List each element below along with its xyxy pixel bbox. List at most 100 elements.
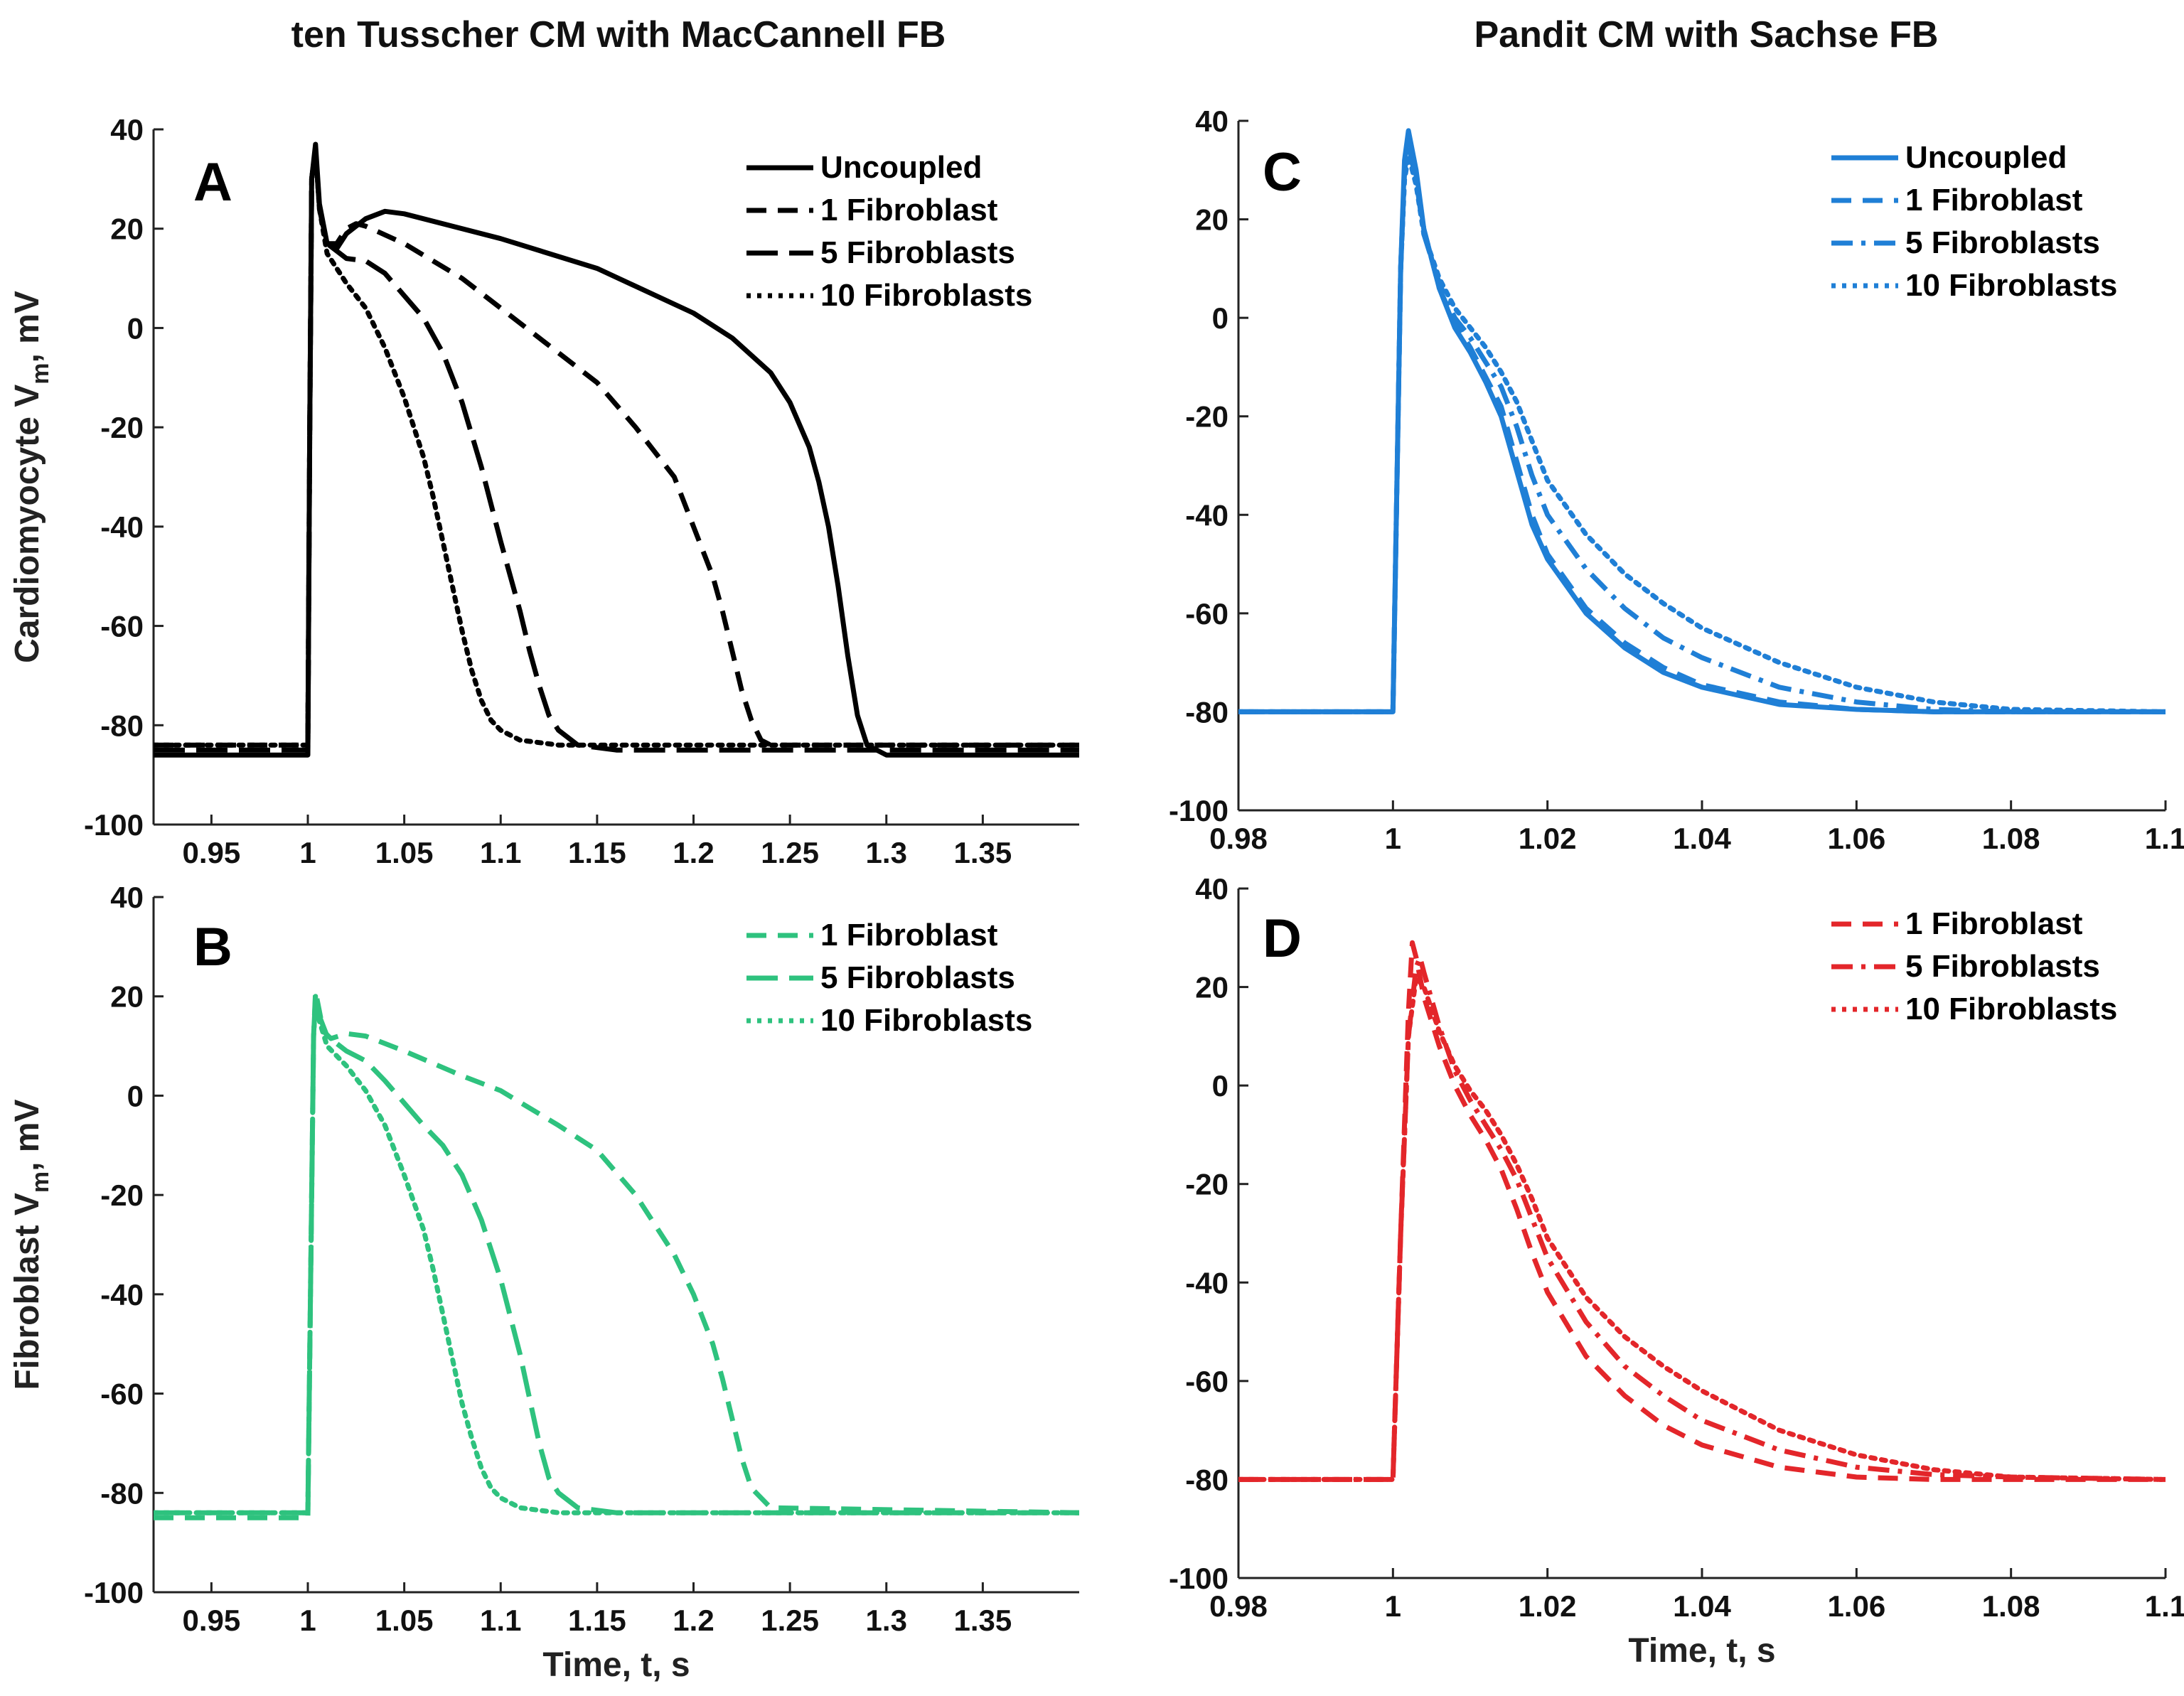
x-tick-label: 1.3	[866, 836, 907, 869]
y-axis-label-main: Cardiomyocyte V	[9, 385, 46, 663]
y-tick-label: -40	[100, 510, 144, 544]
series-line-0	[1238, 940, 2166, 1482]
legend-label: 10 Fibroblasts	[820, 1003, 1032, 1038]
y-axis-label-unit: , mV	[9, 291, 46, 363]
x-tick-label: 1.06	[1827, 822, 1885, 855]
series-group	[154, 141, 1079, 758]
y-tick-label: 40	[1195, 872, 1228, 906]
x-tick-label: 1.08	[1982, 1589, 2040, 1623]
y-tick-label: 0	[1212, 301, 1228, 335]
y-tick-label: -80	[100, 709, 144, 742]
y-tick-label: -60	[1185, 597, 1228, 630]
legend-label: 10 Fibroblasts	[1905, 992, 2117, 1026]
series-line-0	[1238, 128, 2166, 714]
legend-label: 1 Fibroblast	[1905, 183, 2083, 218]
legend-label: 1 Fibroblast	[820, 193, 998, 227]
series-line-2	[154, 999, 1079, 1515]
y-tick-label: -20	[1185, 400, 1228, 434]
x-tick-label: 1.3	[866, 1604, 907, 1637]
y-tick-label: -40	[1185, 1266, 1228, 1299]
y-axis-label: Cardiomyocyte Vm, mV	[9, 291, 54, 663]
y-tick-label: -20	[100, 411, 144, 444]
y-tick-label: -20	[1185, 1168, 1228, 1201]
x-tick-label: 1	[1385, 822, 1401, 855]
column-title-left: ten Tusscher CM with MacCannell FB	[291, 14, 946, 55]
panel-letter: B	[193, 917, 232, 977]
y-tick-label: -60	[100, 610, 144, 643]
x-tick-label: 1.08	[1982, 822, 2040, 855]
y-axis-label-subscript: m	[27, 1171, 54, 1193]
x-tick-label: 1	[299, 836, 316, 869]
x-tick-label: 0.98	[1209, 822, 1268, 855]
x-tick-label: 1.05	[375, 1604, 434, 1637]
series-group	[1238, 128, 2166, 714]
x-tick-label: 1.1	[2145, 822, 2184, 855]
legend-label: 1 Fibroblast	[820, 918, 998, 952]
x-tick-label: 1.15	[568, 836, 626, 869]
series-line-2	[1238, 975, 2166, 1482]
y-tick-label: 40	[110, 881, 144, 914]
x-tick-label: 1.35	[954, 836, 1012, 869]
x-tick-label: 1.02	[1519, 1589, 1577, 1623]
x-tick-label: 1.25	[761, 1604, 819, 1637]
panel-a-chart: -100 -80 -60 -40 -20 0 20 40 0.95 1 1.05 1.1 1.15 1.2…	[9, 113, 1079, 869]
x-tick-label: 1.04	[1673, 822, 1731, 855]
series-line-1	[154, 994, 1079, 1515]
y-tick-label: 0	[127, 311, 144, 345]
x-tick-label: 0.95	[183, 836, 241, 869]
legend-label: 10 Fibroblasts	[820, 278, 1032, 313]
y-tick-label: 20	[1195, 203, 1228, 237]
series-group	[1238, 940, 2166, 1482]
x-tick-label: 1.02	[1519, 822, 1577, 855]
y-tick-label: 20	[110, 213, 144, 246]
y-tick-label: -80	[1185, 695, 1228, 729]
y-tick-label: 0	[1212, 1069, 1228, 1102]
y-tick-label: 20	[1195, 971, 1228, 1004]
y-tick-label: -100	[84, 808, 144, 842]
series-line-1	[1238, 955, 2166, 1482]
y-tick-label: -100	[1169, 794, 1228, 827]
y-tick-label: -20	[100, 1179, 144, 1212]
y-tick-label: 20	[110, 980, 144, 1014]
series-line-1	[1238, 138, 2166, 714]
panel-b-chart: -100 -80 -60 -40 -20 0 20 40 0.95 1 1.05 1.1 1.15 1.2…	[9, 881, 1079, 1684]
series-line-0	[154, 989, 1079, 1520]
y-axis-label-unit: , mV	[9, 1100, 46, 1171]
x-tick-label: 0.95	[183, 1604, 241, 1637]
panel-letter: A	[193, 152, 232, 213]
y-tick-label: 0	[127, 1079, 144, 1112]
legend-label: Uncoupled	[1905, 140, 2067, 175]
panel-letter: C	[1263, 142, 1302, 203]
legend-label: 5 Fibroblasts	[1905, 225, 2100, 260]
legend-label: 1 Fibroblast	[1905, 906, 2083, 941]
y-tick-label: 40	[1195, 104, 1228, 138]
y-tick-label: -100	[1169, 1562, 1228, 1595]
series-line-3	[154, 146, 1079, 748]
y-tick-label: -80	[100, 1476, 144, 1510]
legend-label: Uncoupled	[820, 150, 982, 185]
x-tick-label: 1.04	[1673, 1589, 1731, 1623]
series-line-3	[1238, 153, 2166, 714]
x-tick-label: 1	[1385, 1589, 1401, 1623]
y-axis-label-main: Fibroblast V	[9, 1193, 46, 1390]
y-tick-label: -40	[100, 1278, 144, 1311]
y-tick-label: -40	[1185, 498, 1228, 532]
legend-label: 5 Fibroblasts	[1905, 949, 2100, 984]
legend-label: 5 Fibroblasts	[820, 960, 1015, 995]
x-tick-label: 1.05	[375, 836, 434, 869]
y-tick-label: 40	[110, 113, 144, 146]
x-tick-label: 1.1	[2145, 1589, 2184, 1623]
panel-d-chart: -100 -80 -60 -40 -20 0 20 40 0.98 1 1.02 1.04 1.06 1.…	[1169, 872, 2184, 1670]
y-axis-label-subscript: m	[27, 363, 54, 385]
x-tick-label: 1.1	[480, 836, 521, 869]
series-line-1	[154, 146, 1079, 748]
legend-label: 5 Fibroblasts	[820, 235, 1015, 270]
x-tick-label: 1.2	[673, 1604, 714, 1637]
y-tick-label: -60	[1185, 1365, 1228, 1398]
x-tick-label: 0.98	[1209, 1589, 1268, 1623]
x-tick-label: 1.25	[761, 836, 819, 869]
series-line-2	[1238, 143, 2166, 714]
y-tick-label: -80	[1185, 1463, 1228, 1496]
column-title-right: Pandit CM with Sachse FB	[1474, 14, 1939, 55]
